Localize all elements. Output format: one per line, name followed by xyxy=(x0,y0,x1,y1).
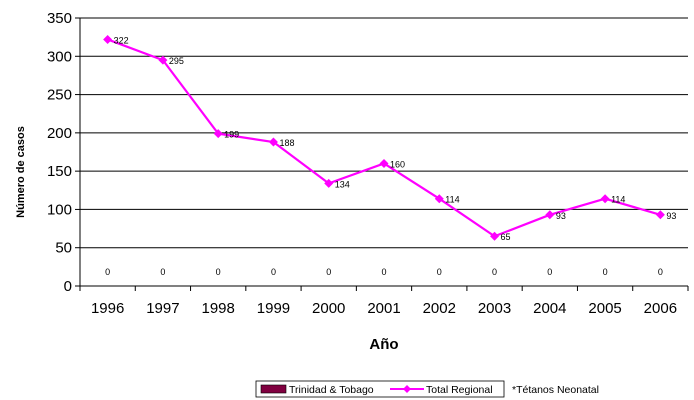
y-tick-label: 250 xyxy=(47,87,72,104)
data-point-total-regional xyxy=(490,231,500,241)
legend-box xyxy=(255,380,505,398)
x-tick-label: 2001 xyxy=(367,300,400,317)
data-label-trinidad: 0 xyxy=(603,267,608,277)
data-point-total-regional xyxy=(268,137,278,147)
data-point-total-regional xyxy=(434,194,444,204)
series-layer xyxy=(103,34,665,241)
series-line-total-regional xyxy=(107,38,661,238)
x-tick-label: 1999 xyxy=(257,300,290,317)
y-tick-label: 50 xyxy=(55,240,72,257)
y-tick-label: 350 xyxy=(47,10,72,27)
data-label-total-regional: 295 xyxy=(169,56,184,66)
data-label-total-regional: 322 xyxy=(114,35,129,45)
y-tick-label: 150 xyxy=(47,163,72,180)
gridlines xyxy=(80,17,688,249)
x-tick-label: 2002 xyxy=(423,300,456,317)
data-point-total-regional xyxy=(379,158,389,168)
x-tick-label: 1998 xyxy=(201,300,234,317)
data-label-total-regional: 65 xyxy=(501,232,511,242)
x-tick-label: 1997 xyxy=(146,300,179,317)
data-label-total-regional: 134 xyxy=(335,179,350,189)
legend: Trinidad & Tobago Total Regional xyxy=(255,380,505,398)
legend-label-total: Total Regional xyxy=(426,384,493,396)
data-label-trinidad: 0 xyxy=(326,267,331,277)
data-point-total-regional xyxy=(213,129,223,139)
data-point-total-regional xyxy=(158,55,168,65)
data-label-trinidad: 0 xyxy=(105,267,110,277)
y-tick-label: 300 xyxy=(47,48,72,65)
y-tick-label: 0 xyxy=(64,278,72,295)
y-axis-title: Número de casos xyxy=(15,126,27,218)
data-label-trinidad: 0 xyxy=(658,267,663,277)
x-axis-title: Año xyxy=(369,336,398,353)
x-tick-label: 2004 xyxy=(533,300,566,317)
data-point-total-regional xyxy=(103,34,113,44)
data-label-trinidad: 0 xyxy=(381,267,386,277)
data-label-trinidad: 0 xyxy=(271,267,276,277)
y-axis-ticks: 0 50 100 150 200 250 300 350 xyxy=(47,10,80,295)
data-label-total-regional: 199 xyxy=(224,130,239,140)
legend-marker-total xyxy=(403,385,411,393)
data-label-total-regional: 160 xyxy=(390,159,405,169)
data-label-trinidad: 0 xyxy=(492,267,497,277)
x-tick-label: 1996 xyxy=(91,300,124,317)
y-tick-label: 100 xyxy=(47,201,72,218)
data-label-trinidad: 0 xyxy=(437,267,442,277)
legend-swatch-trinidad xyxy=(260,384,287,394)
chart-note: *Tétanos Neonatal xyxy=(512,384,599,396)
data-label-total-regional: 188 xyxy=(279,138,294,148)
data-label-trinidad: 0 xyxy=(160,267,165,277)
legend-label-trinidad: Trinidad & Tobago xyxy=(289,384,374,396)
data-point-total-regional xyxy=(600,194,610,204)
data-label-total-regional: 114 xyxy=(611,195,625,205)
x-tick-label: 2006 xyxy=(644,300,677,317)
data-label-trinidad: 0 xyxy=(216,267,221,277)
data-labels: 0 0 0 0 0 0 0 0 0 0 0 322 295 199 188 134 160 114 65 93 114 9… xyxy=(105,35,676,277)
x-tick-label: 2003 xyxy=(478,300,511,317)
x-axis-ticks: 1996 1997 1998 1999 2000 2001 2002 2003 2004 2005… xyxy=(79,286,689,317)
data-point-total-regional xyxy=(324,178,334,188)
x-tick-label: 2000 xyxy=(312,300,345,317)
data-point-total-regional xyxy=(655,210,665,220)
data-label-total-regional: 93 xyxy=(666,211,676,221)
data-label-total-regional: 114 xyxy=(445,195,459,205)
data-point-total-regional xyxy=(545,210,555,220)
y-tick-label: 200 xyxy=(47,125,72,142)
data-label-trinidad: 0 xyxy=(547,267,552,277)
x-tick-label: 2005 xyxy=(588,300,621,317)
data-label-total-regional: 93 xyxy=(556,211,566,221)
